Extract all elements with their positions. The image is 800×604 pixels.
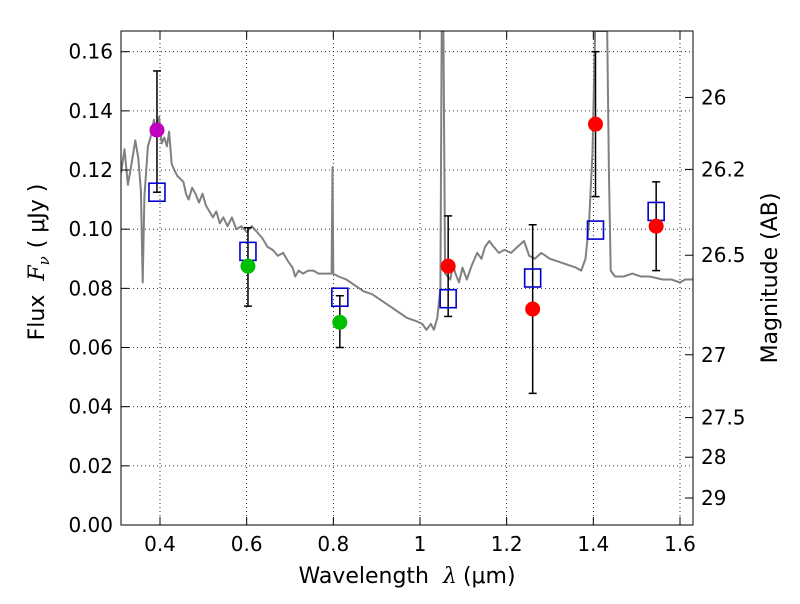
observed-point	[149, 122, 165, 138]
mag-tick-label: 27	[701, 343, 726, 367]
model-point	[586, 220, 605, 240]
observed-photometry	[149, 116, 664, 330]
observed-point	[648, 218, 664, 234]
mag-tick-label: 26.5	[701, 243, 746, 267]
observed-point	[240, 258, 256, 274]
model-point	[148, 182, 166, 203]
mag-tick-label: 29	[701, 486, 726, 510]
magnitude-axis-label: Magnitude (AB)	[758, 193, 783, 364]
axis-ticks: 0.4 0.6 0.8 1 1.2 1.4 1.6 0.00 0.02 0.04 0.06 0.08 0…	[68, 31, 746, 556]
mag-tick-label: 27.5	[701, 406, 746, 430]
x-tick-label: 0.6	[231, 532, 263, 556]
y-tick-label: 0.00	[68, 513, 113, 537]
observed-point	[440, 258, 456, 274]
y-tick-label: 0.08	[68, 276, 113, 300]
mag-tick-label: 28	[701, 445, 726, 469]
x-tick-label: 1.4	[577, 532, 609, 556]
x-tick-label: 0.4	[144, 532, 176, 556]
observed-point	[332, 314, 348, 330]
mag-tick-label: 26	[701, 85, 726, 109]
template-sed-line	[121, 31, 693, 331]
x-tick-label: 1	[414, 532, 427, 556]
template-sed-layer	[121, 31, 693, 331]
observed-point	[588, 116, 603, 132]
plot-frame	[120, 30, 694, 526]
y-tick-label: 0.02	[68, 454, 113, 478]
model-point	[331, 287, 349, 308]
mag-tick-label: 26.2	[701, 157, 746, 181]
x-axis-label: Wavelength λ (μm)	[298, 564, 515, 589]
y-tick-label: 0.10	[68, 217, 113, 241]
x-tick-label: 1.2	[491, 532, 523, 556]
y-tick-label: 0.16	[68, 40, 113, 64]
model-point	[523, 268, 542, 288]
model-point	[439, 288, 457, 309]
x-tick-label: 1.6	[664, 532, 696, 556]
y-tick-label: 0.04	[68, 395, 113, 419]
y-tick-label: 0.12	[68, 158, 113, 182]
observed-point	[525, 301, 541, 317]
x-tick-label: 0.8	[317, 532, 349, 556]
y-tick-label: 0.14	[68, 99, 113, 123]
y-tick-label: 0.06	[68, 336, 113, 360]
y-axis-label: FluxFν( μJy )	[25, 184, 53, 341]
